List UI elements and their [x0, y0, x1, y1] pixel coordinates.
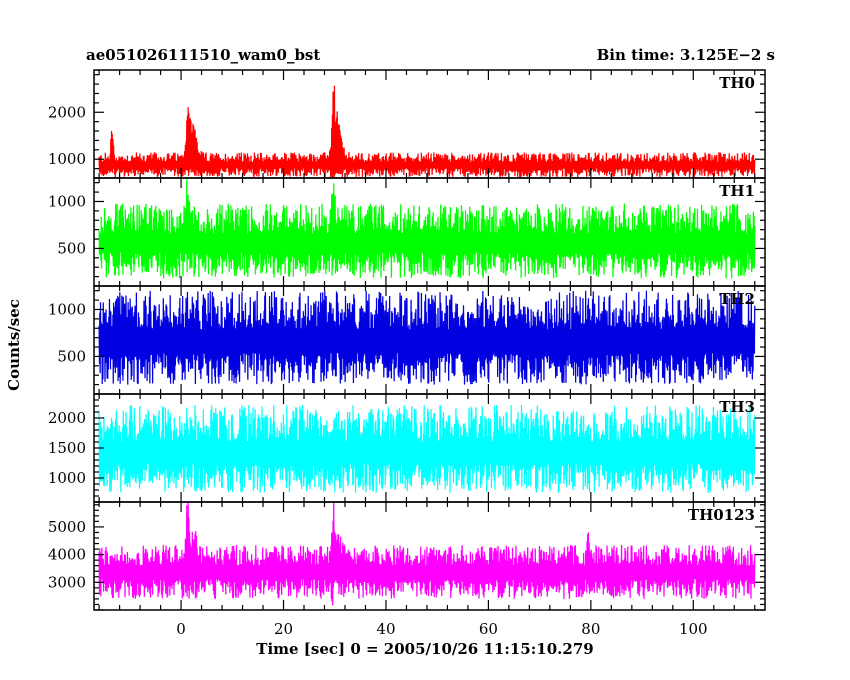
series-th0123 — [98, 502, 756, 606]
y-tick-label: 4000 — [48, 546, 86, 564]
panel-th3: 1000 1500 2000 TH3 — [48, 393, 766, 503]
y-tick-label: 5000 — [48, 518, 86, 536]
panel-label: TH2 — [719, 290, 755, 308]
series-th3 — [98, 404, 756, 493]
panel-label: TH0123 — [688, 506, 755, 524]
y-tick-label: 500 — [57, 347, 86, 365]
panel-label: TH1 — [719, 182, 755, 200]
y-tick-label: 1500 — [48, 439, 86, 457]
y-axis-label: Counts/sec — [5, 299, 23, 391]
series-th2 — [98, 290, 756, 385]
x-tick-label: 60 — [479, 620, 498, 638]
x-tick-label: 80 — [581, 620, 600, 638]
panel-frame — [93, 501, 766, 611]
y-tick-label: 1000 — [48, 192, 86, 210]
series-th1 — [98, 178, 756, 279]
x-tick-label: 20 — [274, 620, 293, 638]
chart-title: ae051026111510_wam0_bst — [86, 46, 320, 64]
y-tick-label: 2000 — [48, 409, 86, 427]
x-tick-label: 0 — [176, 620, 186, 638]
x-axis-label: Time [sec] 0 = 2005/10/26 11:15:10.279 — [256, 640, 593, 658]
x-tick-label: 40 — [376, 620, 395, 638]
panel-label: TH0 — [719, 74, 755, 92]
series-th0 — [98, 85, 756, 178]
panel-th2: 500 1000 TH2 — [48, 285, 766, 395]
y-tick-label: 2000 — [48, 103, 86, 121]
panel-label: TH3 — [719, 398, 755, 416]
y-tick-label: 1000 — [48, 300, 86, 318]
y-tick-label: 1000 — [48, 469, 86, 487]
bin-time-label: Bin time: 3.125E−2 s — [597, 46, 775, 64]
x-tick-label: 100 — [679, 620, 708, 638]
panel-th1: 500 1000 TH1 — [48, 177, 766, 287]
panel-th0123: 3000 4000 5000 TH0123 — [48, 501, 766, 611]
panels-group: 10002000TH05001000TH15001000TH2100015002… — [48, 69, 766, 638]
y-tick-label: 500 — [57, 239, 86, 257]
y-tick-label: 1000 — [48, 150, 86, 168]
panel-th0: 1000 2000 TH0 — [48, 69, 766, 179]
y-tick-label: 3000 — [48, 573, 86, 591]
